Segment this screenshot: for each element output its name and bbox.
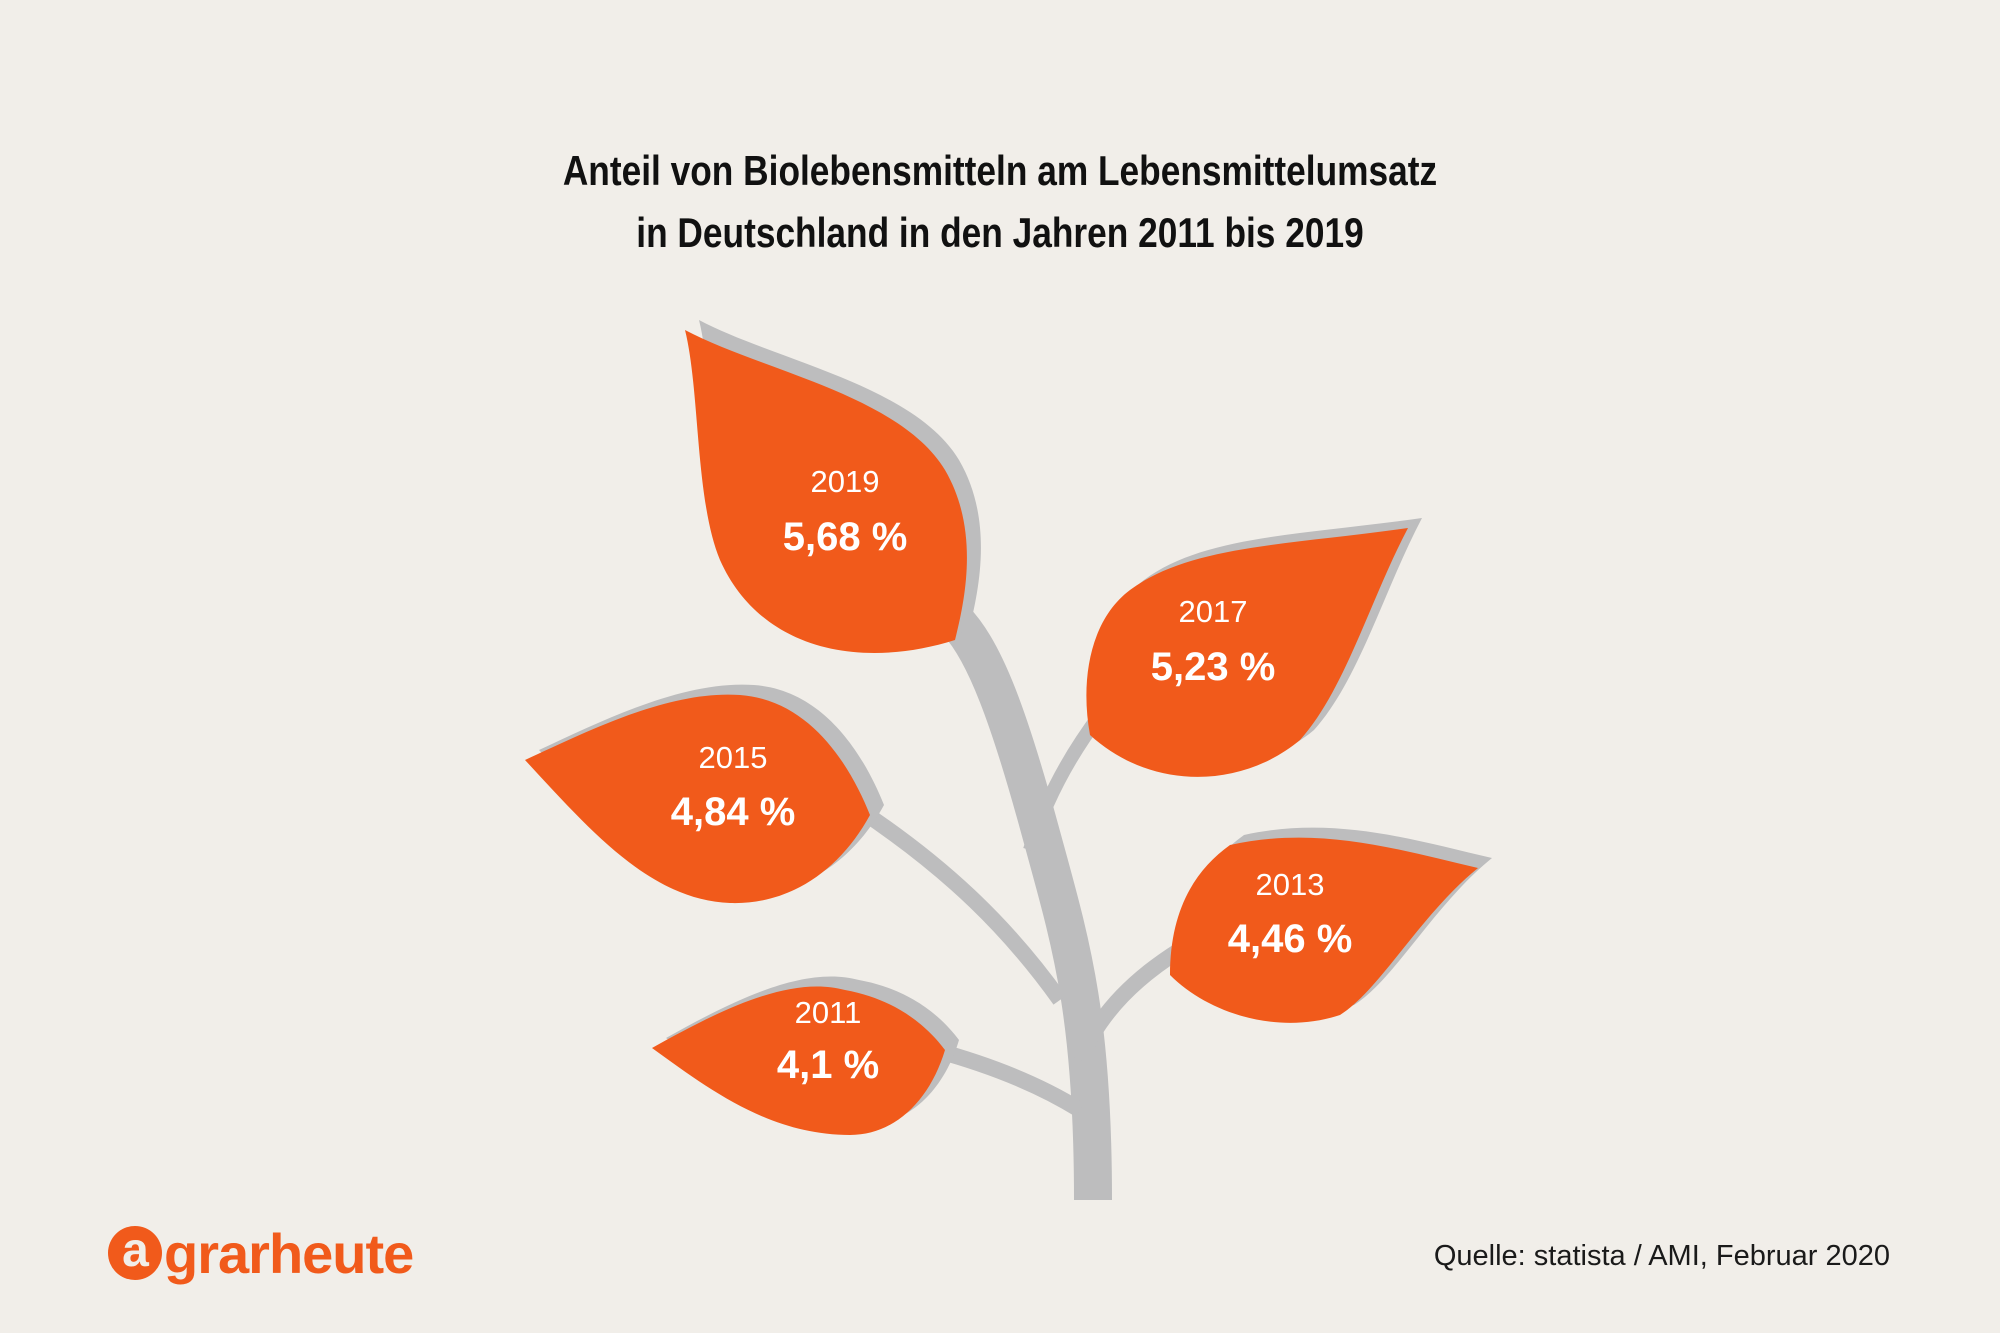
leaf-2019: 2019 5,68 %	[685, 320, 981, 654]
year-label-2011: 2011	[795, 995, 862, 1030]
value-label-2013: 4,46 %	[1228, 917, 1353, 961]
main-stem	[941, 606, 1112, 1201]
value-label-2015: 4,84 %	[671, 790, 796, 834]
year-label-2017: 2017	[1179, 594, 1248, 629]
chart-title-line-1: Anteil von Biolebensmitteln am Lebensmit…	[562, 147, 1438, 194]
leaf-mark-2019	[685, 330, 967, 654]
logo-wordmark: grarheute	[164, 1221, 414, 1285]
chart-title: Anteil von Biolebensmitteln am Lebensmit…	[160, 140, 1840, 264]
leaf-mark-2015	[525, 694, 870, 904]
leaf-2015: 2015 4,84 %	[525, 684, 884, 904]
value-label-2019: 5,68 %	[783, 515, 908, 559]
leaf-mark-2013	[1170, 837, 1478, 1023]
leaf-mark-2017	[1086, 528, 1408, 777]
branch-2013	[1072, 943, 1185, 1064]
year-label-2019: 2019	[811, 464, 880, 499]
leaf-2011: 2011 4,1 %	[652, 976, 959, 1135]
plant-stem	[855, 606, 1185, 1201]
chart-title-line-2: in Deutschland in den Jahren 2011 bis 20…	[636, 209, 1364, 256]
leaf-2017: 2017 5,23 %	[1086, 518, 1422, 777]
year-label-2013: 2013	[1256, 867, 1325, 902]
source-note: Quelle: statista / AMI, Februar 2020	[1433, 1240, 1890, 1272]
agrarheute-logo: a grarheute	[108, 1218, 414, 1288]
branch-2011	[932, 1042, 1085, 1117]
logo-a-mark: a	[108, 1226, 162, 1280]
branch-2015	[855, 803, 1067, 1005]
leaf-mark-2011	[652, 986, 945, 1135]
leaf-2013: 2013 4,46 %	[1170, 827, 1492, 1023]
value-label-2017: 5,23 %	[1151, 645, 1276, 689]
value-label-2011: 4,1 %	[777, 1043, 879, 1087]
year-label-2015: 2015	[699, 740, 768, 775]
